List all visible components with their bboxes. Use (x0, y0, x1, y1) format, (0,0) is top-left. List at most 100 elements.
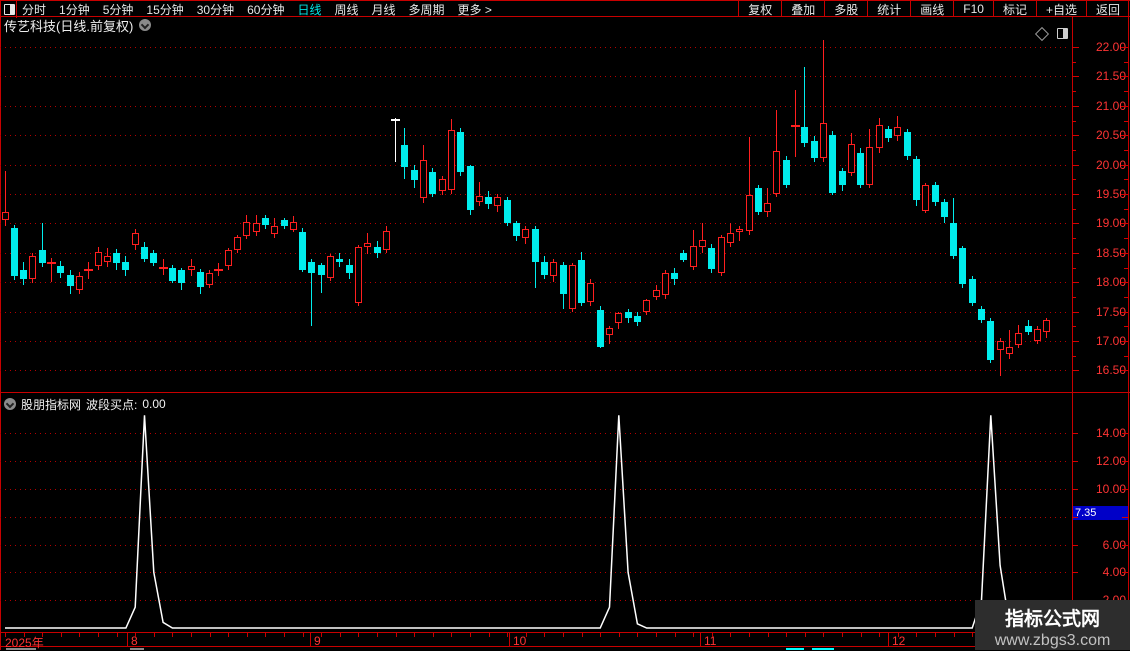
date-minor-tick (191, 633, 192, 637)
x-axis-month-label: 11 (704, 634, 717, 648)
price-gridline (0, 311, 1068, 313)
up-candle-body (103, 255, 111, 263)
menu-item-复权[interactable]: 复权 (738, 1, 781, 17)
indicator-axis-tick (1072, 433, 1078, 435)
month-boundary-tick (127, 633, 128, 646)
price-axis-label: 19.00 (1095, 216, 1126, 231)
date-minor-tick (544, 633, 546, 637)
menu-item-15分钟[interactable]: 15分钟 (146, 2, 184, 17)
menu-item-分时[interactable]: 分时 (22, 2, 47, 17)
chart-title-row: 传艺科技(日线.前复权) (4, 18, 152, 34)
menu-item-60分钟[interactable]: 60分钟 (247, 2, 285, 17)
price-axis-line (1072, 17, 1073, 648)
panel-divider[interactable] (0, 392, 1130, 393)
down-candle-body (531, 229, 539, 262)
x-axis-month-label: 9 (314, 634, 321, 648)
menu-item-F10[interactable]: F10 (953, 1, 993, 17)
down-candle-body (978, 308, 985, 321)
candlestick-chart[interactable] (0, 30, 1072, 392)
down-candle-body (336, 258, 344, 262)
date-minor-tick (284, 633, 285, 637)
doji-candle-body (47, 261, 56, 264)
indicator-chart[interactable] (0, 394, 1072, 632)
cutoff-text-fragment (786, 648, 804, 650)
price-axis-label: 18.50 (1095, 245, 1126, 260)
date-minor-tick (786, 633, 788, 637)
up-candle-body (689, 245, 697, 267)
menu-item-更多 >[interactable]: 更多 > (457, 2, 492, 17)
price-axis-tick (1121, 76, 1128, 78)
price-axis-label: 22.00 (1095, 40, 1126, 54)
x-axis-month-label: 10 (513, 634, 527, 648)
up-candle-body (271, 225, 279, 234)
date-minor-tick (23, 633, 25, 637)
menu-item-统计[interactable]: 统计 (867, 1, 910, 17)
date-minor-tick (60, 633, 62, 637)
date-minor-tick (618, 633, 620, 637)
down-candle-body (196, 272, 204, 287)
doji-candle-body (158, 266, 168, 269)
price-axis-tick (1124, 179, 1128, 181)
up-candle-body (1005, 346, 1013, 355)
menu-item-30分钟[interactable]: 30分钟 (196, 2, 235, 17)
menu-item-周线[interactable]: 周线 (334, 2, 359, 17)
indicator-value: 0.00 (142, 397, 166, 411)
menu-item-多周期[interactable]: 多周期 (408, 2, 445, 17)
x-axis-month-label: 8 (131, 634, 138, 648)
price-axis-label: 16.50 (1095, 363, 1126, 378)
price-axis-tick (1121, 105, 1128, 107)
price-axis-tick (1072, 341, 1079, 342)
up-candle-body (652, 289, 660, 297)
month-boundary-tick (509, 633, 510, 646)
down-candle-body (178, 270, 186, 284)
candle-wick (767, 188, 769, 218)
menu-item-5分钟[interactable]: 5分钟 (102, 2, 134, 17)
up-candle-body (289, 221, 297, 230)
date-minor-tick (42, 633, 44, 637)
price-axis-tick (1121, 252, 1128, 254)
price-axis-tick (1072, 76, 1079, 78)
down-candle-body (429, 172, 437, 194)
menu-item-日线[interactable]: 日线 (297, 2, 322, 17)
candle-wick (702, 223, 703, 253)
price-axis-tick (1121, 370, 1128, 372)
chevron-down-icon[interactable] (4, 398, 16, 410)
up-candle-body (438, 179, 446, 192)
panel-layout-small-icon[interactable] (1057, 28, 1068, 39)
price-axis-tick (1072, 296, 1076, 298)
price-axis-tick (1072, 120, 1076, 122)
menu-item-+自选[interactable]: +自选 (1035, 1, 1086, 17)
chevron-down-icon[interactable] (139, 19, 152, 31)
down-candle-body (596, 309, 604, 347)
candle-wick (804, 67, 806, 147)
menu-item-1分钟[interactable]: 1分钟 (59, 2, 90, 17)
price-axis-tick (1124, 238, 1128, 240)
candle-wick (478, 182, 480, 206)
indicator-axis-tick (1122, 433, 1128, 435)
price-gridline (0, 76, 1068, 78)
menu-item-多股[interactable]: 多股 (824, 1, 867, 17)
menu-item-返回[interactable]: 返回 (1085, 1, 1129, 17)
watermark-title: 指标公式网 (1004, 609, 1100, 630)
date-axis[interactable] (0, 632, 1130, 647)
doji-candle-body (84, 269, 94, 272)
tools-menu: 复权 叠加 多股 统计 画线 F10 标记 +自选 返回 (738, 1, 1129, 17)
menu-item-叠加[interactable]: 叠加 (781, 1, 824, 17)
cutoff-text-fragment (130, 648, 144, 650)
doji-candle-body (791, 125, 800, 128)
menu-item-月线[interactable]: 月线 (371, 2, 396, 17)
date-minor-tick (377, 633, 378, 637)
indicator-axis-tick (1122, 489, 1128, 490)
price-axis-tick (1121, 341, 1128, 342)
down-candle-body (1024, 326, 1032, 333)
up-candle-body (643, 299, 651, 313)
date-minor-tick (674, 633, 676, 637)
menu-item-标记[interactable]: 标记 (992, 1, 1036, 17)
up-candle-body (206, 273, 214, 286)
down-candle-body (66, 275, 74, 287)
date-minor-tick (916, 633, 918, 637)
down-candle-body (801, 127, 809, 143)
down-candle-body (299, 231, 307, 270)
up-candle-body (224, 249, 232, 267)
menu-item-画线[interactable]: 画线 (910, 1, 953, 17)
